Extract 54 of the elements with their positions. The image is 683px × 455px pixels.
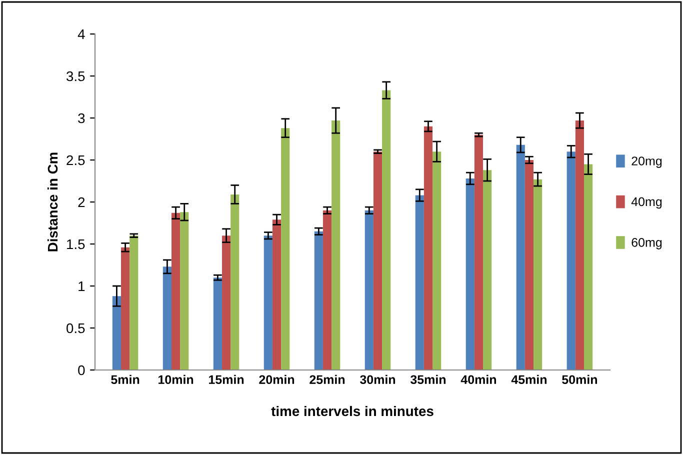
bar	[230, 194, 240, 370]
x-tick-label: 20min	[259, 374, 294, 384]
bar	[272, 220, 282, 370]
bar	[483, 170, 492, 370]
bar	[213, 278, 222, 370]
x-axis-title: time intervels in minutes	[271, 406, 434, 416]
bar	[415, 195, 424, 370]
bar	[314, 231, 323, 370]
bar	[162, 266, 172, 370]
bar	[364, 210, 374, 370]
bar	[566, 152, 576, 370]
y-tick-label: 1	[78, 281, 85, 292]
bar	[332, 120, 340, 370]
y-tick-label: 3.5	[66, 71, 85, 82]
bar	[524, 160, 534, 370]
bar	[474, 134, 484, 370]
legend-label: 40mg	[631, 197, 662, 209]
x-tick-label: 50min	[562, 374, 597, 384]
bar	[264, 236, 272, 370]
x-tick-label: 45min	[511, 374, 547, 384]
bar	[222, 236, 231, 370]
y-tick-label: 3	[78, 113, 85, 124]
bar	[373, 152, 382, 370]
y-tick-label: 0	[78, 365, 85, 376]
bar	[584, 164, 593, 370]
x-tick-label: 10min	[158, 374, 194, 384]
x-tick-label: 5min	[111, 374, 140, 384]
y-tick-label: 1.5	[67, 239, 85, 250]
x-tick-label: 35min	[410, 374, 446, 384]
bar	[171, 212, 180, 370]
x-tick-label: 40min	[460, 374, 496, 384]
y-tick-label: 2.5	[66, 155, 85, 166]
bar	[382, 90, 391, 370]
bar	[130, 236, 138, 370]
bar	[180, 212, 189, 370]
y-tick-label: 0.5	[66, 323, 85, 334]
x-tick-label: 25min	[310, 374, 345, 384]
y-tick-label: 4	[78, 29, 85, 40]
bar	[516, 144, 525, 370]
legend-label: 20mg	[632, 156, 662, 168]
x-tick-label: 15min	[209, 374, 244, 384]
y-axis-title: Distance in Cm	[47, 152, 58, 252]
bar	[121, 247, 130, 370]
x-tick-label: 30min	[360, 374, 396, 384]
y-tick-label: 2	[78, 197, 85, 208]
bar	[281, 128, 290, 370]
bar	[575, 120, 584, 370]
bar	[466, 178, 474, 370]
bar	[432, 152, 442, 370]
bar	[534, 179, 542, 370]
bar	[322, 210, 332, 370]
bar	[112, 296, 121, 370]
bar	[424, 126, 433, 370]
legend-label: 60mg	[632, 238, 662, 250]
